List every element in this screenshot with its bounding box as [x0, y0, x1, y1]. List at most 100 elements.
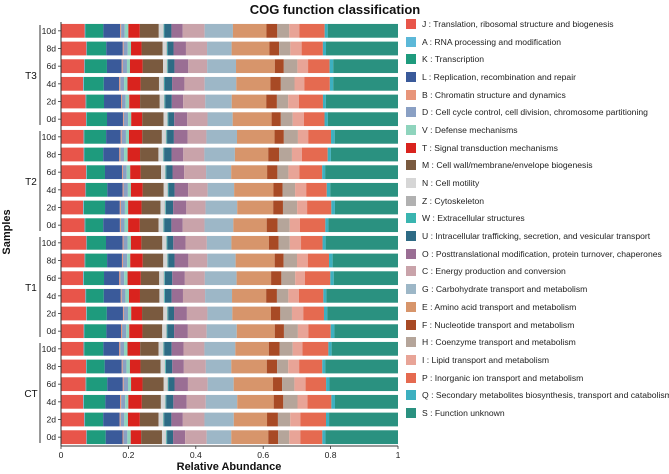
bar-segment-L: [106, 306, 123, 321]
bar-segment-T: [128, 200, 142, 215]
bar-segment-P: [301, 41, 323, 56]
bar-segment-M: [139, 288, 160, 303]
bar-segment-L: [103, 147, 120, 162]
legend-label: G : Carbohydrate transport and metabolis…: [422, 284, 588, 295]
bar-segment-C: [183, 359, 206, 374]
bar-segment-P: [308, 324, 331, 339]
sample-label: 10d: [42, 238, 57, 248]
bar-segment-B: [119, 341, 121, 356]
bar-segment-B: [121, 94, 123, 109]
bar-segment-L: [106, 41, 123, 56]
bar-segment-Z: [164, 200, 166, 215]
sample-label: 2d: [46, 203, 56, 213]
bar-segment-V: [124, 23, 129, 38]
bar-segment-K: [85, 23, 104, 38]
legend-label: Q : Secondary metabolites biosynthesis, …: [422, 390, 669, 401]
legend-item-F: F : Nucleotide transport and metabolism: [406, 316, 668, 334]
bar-segment-G: [204, 341, 236, 356]
legend-label: K : Transcription: [422, 54, 485, 65]
bar-segment-S: [334, 200, 398, 215]
bar-segment-T: [130, 235, 142, 250]
bar-segment-C: [183, 147, 205, 162]
bar-segment-O: [171, 218, 183, 233]
sample-label: 0d: [46, 114, 56, 124]
bar-segment-S: [334, 324, 398, 339]
bar-segment-S: [333, 59, 398, 74]
bar-segment-S: [334, 129, 398, 144]
bar-segment-A: [84, 59, 85, 74]
bar-segment-A: [84, 253, 86, 268]
bar-segment-V: [127, 430, 131, 445]
bar-segment-L: [103, 76, 120, 91]
legend-label: W : Extracellular structures: [422, 213, 525, 224]
bar-segment-K: [86, 288, 104, 303]
bar-segment-O: [174, 253, 189, 268]
bar-segment-U: [167, 430, 174, 445]
sample-label: 0d: [46, 220, 56, 230]
bar-segment-A: [83, 394, 84, 409]
bar-segment-D: [122, 165, 127, 180]
bar-segment-A: [83, 76, 84, 91]
bar-segment-L: [104, 271, 120, 286]
bar-segment-V: [128, 112, 132, 127]
bar-segment-S: [327, 112, 398, 127]
legend-swatch: [406, 354, 416, 365]
bar-segment-T: [130, 430, 142, 445]
bar-segment-B: [120, 288, 122, 303]
bar-segment-E: [236, 324, 275, 339]
bar-segment-P: [300, 412, 326, 427]
bar-segment-D: [122, 59, 127, 74]
bar-segment-W: [167, 112, 169, 127]
bar-segment-U: [166, 394, 174, 409]
bar-segment-S: [329, 412, 398, 427]
bar-segment-H: [277, 218, 290, 233]
bar-segment-J: [61, 23, 85, 38]
bar-segment-E: [234, 182, 274, 197]
bar-segment-F: [266, 94, 277, 109]
bar-segment-K: [86, 41, 107, 56]
bar-segment-F: [274, 253, 284, 268]
bar-segment-T: [130, 253, 143, 268]
bar-segment-P: [308, 129, 332, 144]
bar-segment-N: [159, 94, 164, 109]
legend-item-C: C : Energy production and conversion: [406, 263, 668, 281]
bar-segment-S: [327, 306, 398, 321]
legend-swatch: [406, 54, 416, 65]
bar-segment-H: [278, 430, 290, 445]
bar-segment-B: [121, 59, 123, 74]
legend-label: O : Posttranslational modification, prot…: [422, 248, 662, 259]
bar-segment-O: [172, 271, 185, 286]
bar-segment-I: [289, 235, 302, 250]
legend-item-A: A : RNA processing and modification: [406, 33, 668, 51]
x-tick-label: 0.8: [325, 450, 337, 460]
bar-segment-W: [163, 23, 165, 38]
legend-swatch: [406, 18, 416, 29]
legend-label: M : Cell wall/membrane/envelope biogenes…: [422, 160, 593, 171]
group-label: T2: [25, 177, 37, 188]
bar-segment-L: [103, 341, 120, 356]
bar-segment-D: [122, 324, 127, 339]
bar-segment-K: [86, 182, 108, 197]
bar-segment-B: [122, 377, 124, 392]
bar-segment-B: [121, 359, 123, 374]
x-tick-label: 0.6: [257, 450, 269, 460]
bar-segment-L: [107, 377, 123, 392]
bar-segment-G: [206, 235, 232, 250]
bar-segment-B: [122, 430, 124, 445]
bar-segment-V: [126, 59, 130, 74]
legend-label: C : Energy production and conversion: [422, 266, 566, 277]
bar-segment-A: [85, 377, 87, 392]
bar-segment-E: [236, 59, 275, 74]
bar-segment-U: [167, 324, 175, 339]
bar-segment-U: [165, 200, 174, 215]
legend-item-P: P : Inorganic ion transport and metaboli…: [406, 369, 668, 387]
bar-segment-J: [61, 165, 87, 180]
legend-swatch: [406, 195, 416, 206]
bar-segment-L: [103, 218, 120, 233]
bar-segment-N: [163, 253, 167, 268]
x-tick-label: 0: [59, 450, 64, 460]
bar-segment-M: [142, 377, 164, 392]
legend-swatch: [406, 266, 416, 277]
bar-segment-Q: [326, 412, 330, 427]
bar-segment-E: [237, 200, 274, 215]
